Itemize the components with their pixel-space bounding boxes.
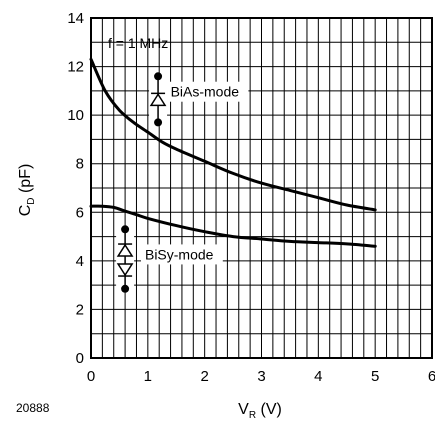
series-line-bias-mode <box>89 57 377 212</box>
x-tick-label: 1 <box>144 368 152 385</box>
diode-single-symbol <box>149 72 168 127</box>
x-tick-label: 5 <box>371 368 379 385</box>
plot-frame <box>90 17 433 359</box>
diode-antiparallel-symbol <box>116 225 135 293</box>
series-line-bisy-mode <box>89 204 377 248</box>
curves <box>89 57 377 248</box>
y-tick-label: 6 <box>76 204 84 221</box>
x-tick-label: 3 <box>257 368 265 385</box>
frequency-annotation: f = 1 MHz <box>108 35 168 51</box>
x-tick-label: 6 <box>428 368 435 385</box>
y-tick-label: 4 <box>76 253 84 270</box>
figure-id: 20888 <box>16 401 50 415</box>
grid <box>91 18 432 358</box>
y-tick-label: 14 <box>67 10 84 27</box>
y-axis-title-sub: D <box>26 197 37 204</box>
x-tick-label: 2 <box>200 368 208 385</box>
y-tick-label: 10 <box>67 107 84 124</box>
x-axis-title-sub: R <box>249 410 256 421</box>
y-axis-title-main: C <box>17 205 34 217</box>
diode-symbols <box>116 72 168 293</box>
svg-text:CD (pF): CD (pF) <box>17 164 37 217</box>
series-label-bias-mode: BiAs-mode <box>171 84 240 100</box>
x-tick-label: 0 <box>87 368 95 385</box>
y-axis-title-unit: (pF) <box>17 164 34 193</box>
y-axis-title: CD (pF) <box>17 164 37 217</box>
x-tick-label: 4 <box>314 368 322 385</box>
series-label-background <box>166 81 249 102</box>
y-tick-label: 12 <box>67 59 84 76</box>
x-axis-title: VR (V) <box>238 401 282 421</box>
x-axis-title-main: V <box>238 401 249 418</box>
series-labels: BiAs-mode BiSy-mode <box>140 81 249 265</box>
x-axis-title-unit: (V) <box>261 401 282 418</box>
y-tick-label: 8 <box>76 156 84 173</box>
y-tick-label: 2 <box>76 301 84 318</box>
series-label-bisy-mode: BiSy-mode <box>145 246 214 262</box>
series-label-background <box>140 244 223 265</box>
y-tick-label: 0 <box>76 350 84 367</box>
